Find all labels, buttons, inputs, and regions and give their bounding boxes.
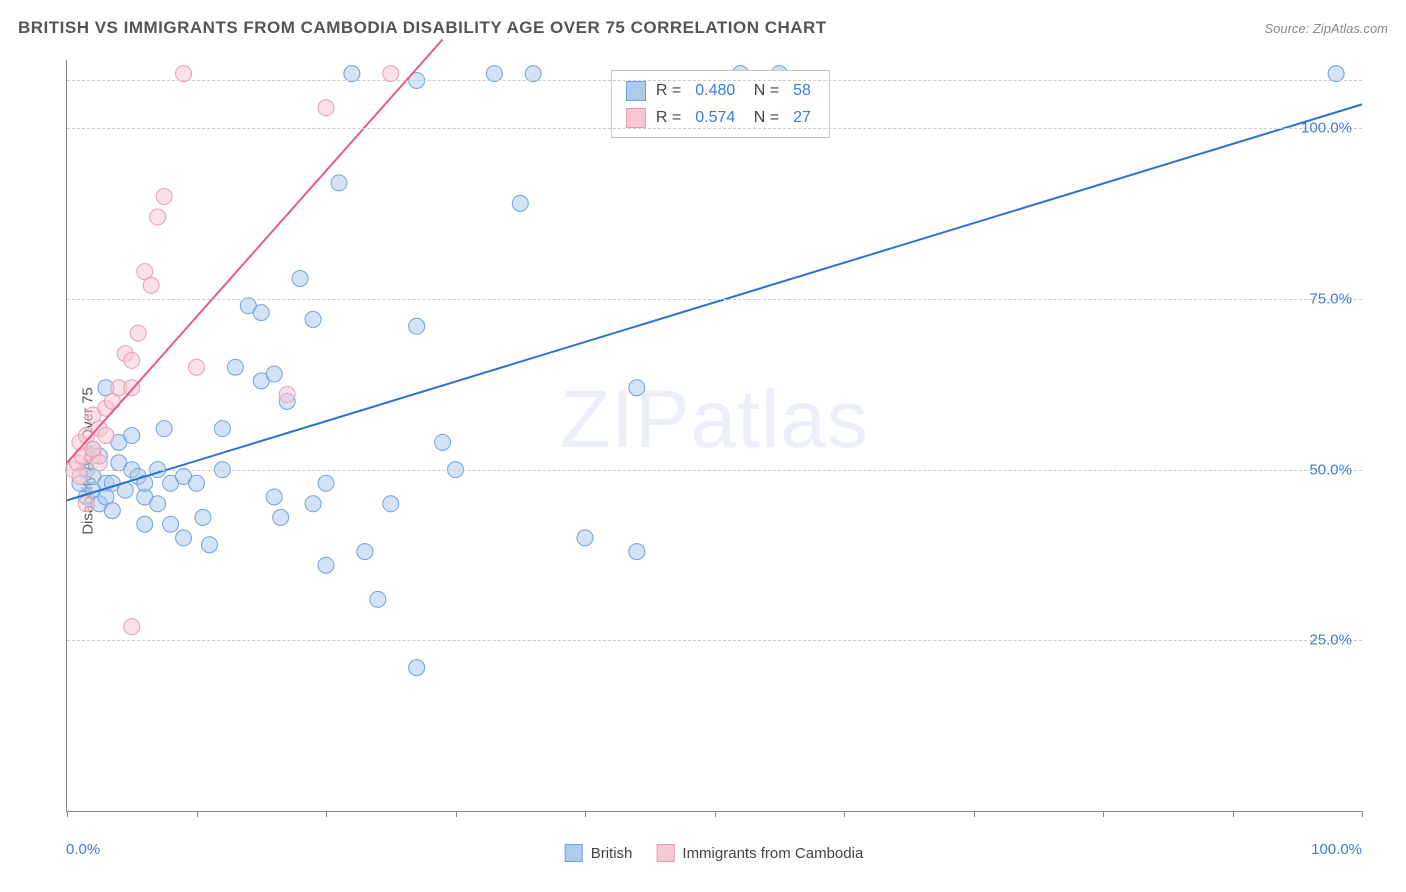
plot-area: ZIPatlas R = 0.480 N = 58R = 0.574 N = 2… [66, 60, 1362, 812]
british-point [629, 544, 645, 560]
british-point [1328, 66, 1344, 82]
plot-svg [67, 60, 1362, 811]
british-point [525, 66, 541, 82]
x-tick [1103, 811, 1104, 817]
cambodia-point [78, 496, 94, 512]
british-point [577, 530, 593, 546]
cambodia-point [150, 209, 166, 225]
x-axis-row: 0.0% British Immigrants from Cambodia 100… [66, 834, 1362, 864]
british-point [266, 489, 282, 505]
british-point [383, 496, 399, 512]
cambodia-point [72, 468, 88, 484]
british-swatch-icon [565, 844, 583, 862]
british-point [189, 475, 205, 491]
british-point [124, 428, 140, 444]
gridline [67, 128, 1362, 129]
british-point [156, 421, 172, 437]
cambodia-point [98, 428, 114, 444]
cambodia-point [279, 387, 295, 403]
x-tick [1233, 811, 1234, 817]
cambodia-point [130, 325, 146, 341]
legend-label: British [591, 845, 633, 862]
legend-label: Immigrants from Cambodia [682, 845, 863, 862]
british-point [512, 195, 528, 211]
cambodia-point [124, 352, 140, 368]
british-trendline [67, 104, 1362, 500]
british-point [409, 318, 425, 334]
british-point [176, 530, 192, 546]
x-tick [715, 811, 716, 817]
gridline [67, 80, 1362, 81]
cambodia-point [318, 100, 334, 116]
y-tick-label: 100.0% [1301, 120, 1352, 137]
cambodia-point [383, 66, 399, 82]
british-point [150, 496, 166, 512]
y-tick-label: 75.0% [1309, 290, 1352, 307]
british-point [104, 503, 120, 519]
british-point [201, 537, 217, 553]
british-point [163, 516, 179, 532]
y-tick-label: 50.0% [1309, 461, 1352, 478]
cambodia-swatch-icon [656, 844, 674, 862]
british-point [305, 311, 321, 327]
gridline [67, 640, 1362, 641]
cambodia-point [176, 66, 192, 82]
british-point [227, 359, 243, 375]
cambodia-point [156, 189, 172, 205]
y-tick-label: 25.0% [1309, 632, 1352, 649]
legend-item-cambodia: Immigrants from Cambodia [656, 844, 863, 862]
gridline [67, 299, 1362, 300]
british-point [318, 557, 334, 573]
x-tick [67, 811, 68, 817]
british-point [344, 66, 360, 82]
legend-item-british: British [565, 844, 633, 862]
cambodia-point [91, 455, 107, 471]
x-tick [844, 811, 845, 817]
x-axis-min-label: 0.0% [66, 841, 100, 858]
british-point [273, 509, 289, 525]
british-swatch-icon [626, 81, 646, 101]
british-point [137, 516, 153, 532]
series-legend: British Immigrants from Cambodia [565, 844, 864, 862]
cambodia-swatch-icon [626, 108, 646, 128]
british-point [195, 509, 211, 525]
x-tick [974, 811, 975, 817]
x-tick [197, 811, 198, 817]
british-point [409, 660, 425, 676]
gridline [67, 470, 1362, 471]
chart-source: Source: ZipAtlas.com [1264, 21, 1388, 36]
x-tick [326, 811, 327, 817]
x-tick [585, 811, 586, 817]
chart-container: Disability Age Over 75 ZIPatlas R = 0.48… [18, 50, 1388, 872]
british-point [629, 380, 645, 396]
british-point [214, 421, 230, 437]
chart-title: BRITISH VS IMMIGRANTS FROM CAMBODIA DISA… [18, 18, 827, 38]
british-point [292, 270, 308, 286]
british-point [318, 475, 334, 491]
british-point [435, 434, 451, 450]
british-point [266, 366, 282, 382]
x-tick [1362, 811, 1363, 817]
british-point [370, 591, 386, 607]
x-axis-max-label: 100.0% [1311, 841, 1362, 858]
british-point [331, 175, 347, 191]
chart-header: BRITISH VS IMMIGRANTS FROM CAMBODIA DISA… [18, 18, 1388, 38]
cambodia-point [143, 277, 159, 293]
british-point [357, 544, 373, 560]
british-point [486, 66, 502, 82]
british-point [253, 305, 269, 321]
cambodia-trendline [67, 40, 443, 463]
cambodia-point [124, 619, 140, 635]
british-point [305, 496, 321, 512]
x-tick [456, 811, 457, 817]
cambodia-point [189, 359, 205, 375]
